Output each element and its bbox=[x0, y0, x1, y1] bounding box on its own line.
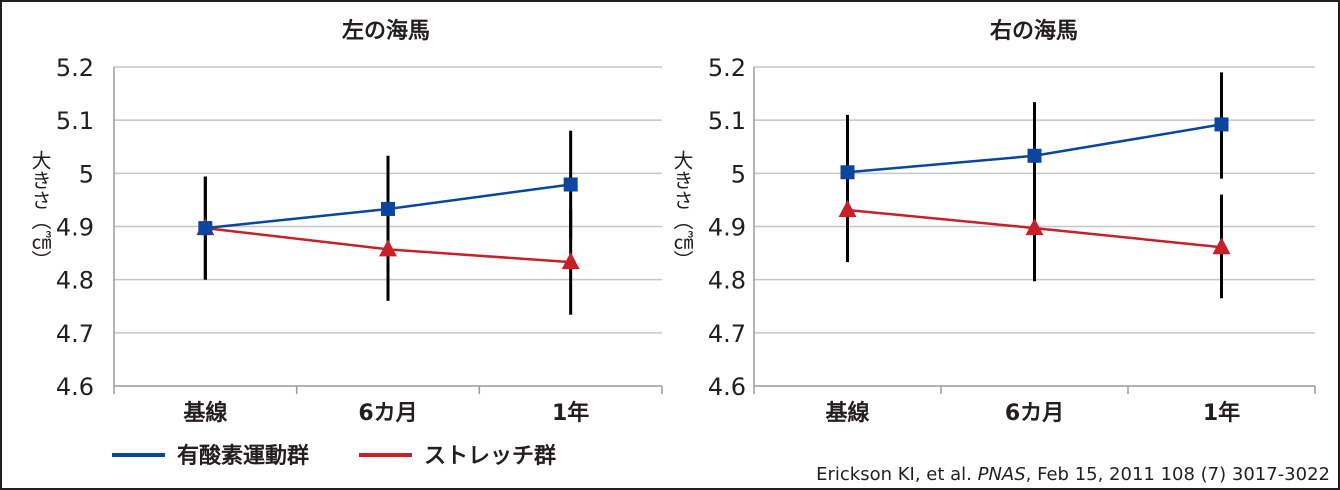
data-point-aerobic bbox=[563, 177, 578, 192]
y-tick-label: 4.6 bbox=[708, 373, 746, 401]
y-tick-label: 5.2 bbox=[708, 54, 746, 82]
y-tick-label: 4.7 bbox=[708, 320, 746, 348]
y-axis-label: 大きさ（㎤） bbox=[28, 150, 52, 270]
data-point-aerobic bbox=[381, 201, 395, 216]
data-point-aerobic bbox=[840, 165, 855, 180]
y-axis-label: 大きさ（㎤） bbox=[670, 150, 694, 270]
chart-right-hippocampus: 右の海馬 4.6 4.7 4.8 4.9 5 5.1 5.2 基線 6カ月 1年 大きさ（㎤） bbox=[670, 18, 1316, 426]
citation-authors: Erickson KI, et al. bbox=[816, 464, 978, 485]
citation: Erickson KI, et al. PNAS, Feb 15, 2011 1… bbox=[816, 464, 1330, 485]
y-tick-label: 5.1 bbox=[708, 107, 746, 135]
y-tick-label: 5.1 bbox=[56, 107, 94, 135]
x-tick-label: 6カ月 bbox=[358, 401, 417, 426]
data-point-stretch bbox=[379, 239, 397, 257]
data-point-stretch bbox=[1025, 218, 1044, 236]
y-tick-label: 5 bbox=[731, 160, 746, 188]
y-tick-label: 4.9 bbox=[708, 214, 746, 242]
chart-title: 右の海馬 bbox=[990, 18, 1078, 44]
chart-left-hippocampus: 左の海馬 4.6 4.7 4.8 4.9 5 5.1 5.2 基線 6カ月 1年 大きさ（㎤） bbox=[28, 18, 663, 426]
legend-label-stretch: ストレッチ群 bbox=[424, 443, 556, 469]
y-tick-label: 5.2 bbox=[56, 54, 94, 82]
data-point-aerobic bbox=[1214, 117, 1229, 132]
data-point-stretch bbox=[561, 252, 580, 270]
y-tick-label: 4.7 bbox=[56, 320, 94, 348]
citation-journal: PNAS bbox=[978, 464, 1026, 485]
data-point-aerobic bbox=[1027, 148, 1042, 163]
x-tick-label: 1年 bbox=[552, 400, 589, 426]
y-tick-label: 4.6 bbox=[56, 373, 94, 401]
x-tick-label: 1年 bbox=[1203, 400, 1240, 426]
chart-title: 左の海馬 bbox=[342, 18, 430, 44]
data-point-aerobic bbox=[198, 221, 213, 236]
x-tick-label: 基線 bbox=[183, 400, 227, 426]
data-point-stretch bbox=[1212, 237, 1231, 255]
y-tick-label: 4.9 bbox=[56, 214, 94, 242]
citation-details: , Feb 15, 2011 108 (7) 3017-3022 bbox=[1026, 464, 1330, 485]
y-tick-label: 5 bbox=[79, 160, 94, 188]
legend-label-aerobic: 有酸素運動群 bbox=[177, 443, 309, 469]
y-tick-label: 4.8 bbox=[56, 267, 94, 295]
x-tick-label: 基線 bbox=[825, 400, 869, 426]
x-tick-label: 6カ月 bbox=[1005, 401, 1064, 426]
y-tick-label: 4.8 bbox=[708, 267, 746, 295]
data-point-stretch bbox=[838, 200, 857, 218]
legend: 有酸素運動群 ストレッチ群 bbox=[112, 443, 556, 469]
